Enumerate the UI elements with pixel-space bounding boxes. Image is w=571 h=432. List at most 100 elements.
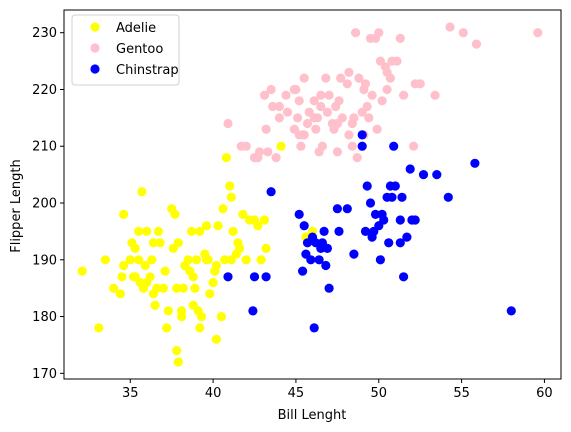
point-chinstrap xyxy=(390,181,400,191)
point-adelie xyxy=(256,255,266,265)
axes: 35 40 45 50 55 60 170 180 190 200 210 220 230 xyxy=(32,9,562,401)
point-gentoo xyxy=(316,90,326,100)
point-gentoo xyxy=(385,73,395,83)
legend-marker-adelie xyxy=(90,22,100,32)
point-gentoo xyxy=(332,118,342,129)
point-chinstrap xyxy=(319,226,329,236)
point-chinstrap xyxy=(324,283,334,293)
legend-marker-chinstrap xyxy=(90,64,100,74)
point-chinstrap xyxy=(294,209,304,219)
series-adelie xyxy=(77,141,318,367)
point-gentoo xyxy=(471,39,482,49)
point-chinstrap xyxy=(334,226,344,236)
point-chinstrap xyxy=(299,221,309,231)
point-gentoo xyxy=(274,113,284,123)
point-chinstrap xyxy=(365,198,376,208)
point-chinstrap xyxy=(357,141,367,151)
point-adelie xyxy=(211,260,221,271)
point-adelie xyxy=(208,277,218,288)
point-chinstrap xyxy=(443,192,453,202)
point-gentoo xyxy=(399,90,409,100)
point-gentoo xyxy=(347,141,357,151)
series-chinstrap xyxy=(223,130,516,333)
point-gentoo xyxy=(354,73,364,83)
point-chinstrap xyxy=(306,255,316,265)
point-chinstrap xyxy=(370,209,381,219)
point-adelie xyxy=(195,323,205,333)
point-adelie xyxy=(190,283,200,293)
point-adelie xyxy=(134,255,144,265)
point-chinstrap xyxy=(389,141,399,151)
point-chinstrap xyxy=(357,130,367,140)
point-gentoo xyxy=(299,73,309,83)
point-adelie xyxy=(196,312,207,322)
point-gentoo xyxy=(359,84,369,95)
point-chinstrap xyxy=(402,232,412,242)
point-chinstrap xyxy=(223,272,233,282)
point-gentoo xyxy=(254,147,265,157)
point-adelie xyxy=(218,204,228,214)
point-chinstrap xyxy=(506,306,516,316)
y-tick-label: 230 xyxy=(32,26,57,41)
point-gentoo xyxy=(372,124,382,134)
point-gentoo xyxy=(263,147,273,157)
point-gentoo xyxy=(302,118,313,129)
point-gentoo xyxy=(342,79,352,89)
y-tick-label: 220 xyxy=(32,83,57,98)
point-gentoo xyxy=(382,84,392,95)
point-gentoo xyxy=(261,124,271,134)
point-chinstrap xyxy=(342,204,352,214)
point-chinstrap xyxy=(397,192,407,202)
point-gentoo xyxy=(283,107,293,117)
y-tick-label: 180 xyxy=(32,310,57,325)
point-adelie xyxy=(94,323,104,333)
point-chinstrap xyxy=(384,238,394,248)
point-adelie xyxy=(172,346,182,356)
point-adelie xyxy=(201,255,212,265)
point-adelie xyxy=(225,181,235,191)
point-chinstrap xyxy=(349,249,359,259)
point-adelie xyxy=(137,187,147,197)
series-gentoo xyxy=(223,22,543,163)
point-adelie xyxy=(178,283,188,293)
point-gentoo xyxy=(316,101,326,112)
point-adelie xyxy=(100,255,110,265)
y-axis-label: Flipper Length xyxy=(9,159,24,253)
point-gentoo xyxy=(324,90,334,100)
point-adelie xyxy=(191,255,202,265)
point-gentoo xyxy=(223,118,233,129)
legend-label-adelie: Adelie xyxy=(116,21,156,36)
point-gentoo xyxy=(395,33,405,44)
point-chinstrap xyxy=(266,187,276,197)
point-gentoo xyxy=(352,153,362,163)
point-adelie xyxy=(119,260,129,271)
point-chinstrap xyxy=(298,266,308,276)
point-adelie xyxy=(119,209,129,219)
point-chinstrap xyxy=(314,255,324,265)
point-adelie xyxy=(238,209,248,219)
point-gentoo xyxy=(349,113,359,123)
point-chinstrap xyxy=(321,260,331,271)
point-chinstrap xyxy=(379,215,389,225)
legend-marker-gentoo xyxy=(90,43,100,53)
point-gentoo xyxy=(392,56,402,66)
point-chinstrap xyxy=(248,306,258,316)
point-gentoo xyxy=(362,101,372,112)
point-adelie xyxy=(187,226,197,236)
point-adelie xyxy=(201,221,212,231)
x-tick-label: 55 xyxy=(453,386,470,401)
point-adelie xyxy=(125,255,135,265)
point-adelie xyxy=(155,238,165,248)
x-tick-label: 40 xyxy=(205,386,222,401)
point-chinstrap xyxy=(405,164,415,174)
point-adelie xyxy=(150,300,160,310)
point-adelie xyxy=(160,266,170,276)
point-gentoo xyxy=(241,141,251,151)
y-tick-label: 190 xyxy=(32,253,57,268)
point-adelie xyxy=(173,238,183,248)
point-adelie xyxy=(226,255,236,265)
point-chinstrap xyxy=(410,215,420,225)
point-adelie xyxy=(145,272,155,282)
point-gentoo xyxy=(293,113,303,123)
